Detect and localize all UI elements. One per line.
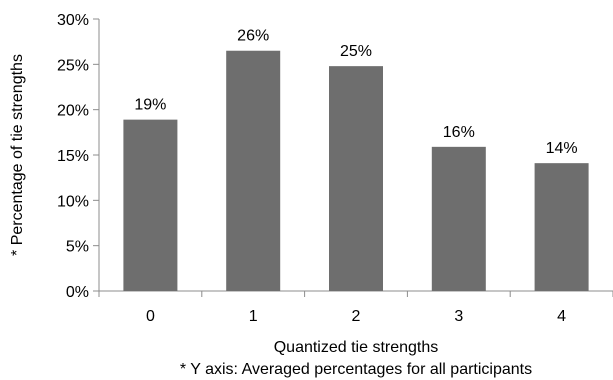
bar-4 [534, 163, 589, 291]
y-tick-label: 10% [57, 193, 89, 210]
y-tick-label: 30% [57, 12, 89, 29]
bars [123, 50, 589, 291]
y-axis-title: * Percentage of tie strengths [9, 54, 26, 256]
data-labels: 19% 26% 25% 16% 14% [134, 28, 577, 157]
data-label-0: 19% [134, 97, 166, 114]
x-tick-label-3: 3 [454, 308, 463, 325]
y-tick-label: 15% [57, 148, 89, 165]
bar-0 [123, 119, 178, 291]
y-tick-label: 5% [66, 239, 89, 256]
data-label-3: 16% [443, 124, 475, 141]
footnote: * Y axis: Averaged percentages for all p… [180, 361, 532, 378]
x-axis: 0 1 2 3 4 [98, 290, 613, 325]
y-tick-label: 0% [66, 284, 89, 301]
bar-3 [431, 146, 486, 291]
data-label-4: 14% [546, 140, 578, 157]
x-axis-title: Quantized tie strengths [274, 339, 439, 356]
x-tick-label-4: 4 [557, 308, 566, 325]
bar-1 [226, 50, 281, 291]
x-tick-label-2: 2 [352, 308, 361, 325]
y-tick-label: 25% [57, 57, 89, 74]
y-axis: 0% 5% 10% 15% 20% 25% 30% [57, 12, 100, 301]
data-label-2: 25% [340, 43, 372, 60]
x-tick-label-1: 1 [249, 308, 258, 325]
x-tick-label-0: 0 [146, 308, 155, 325]
y-tick-label: 20% [57, 103, 89, 120]
data-label-1: 26% [237, 28, 269, 45]
bar-2 [329, 66, 383, 291]
